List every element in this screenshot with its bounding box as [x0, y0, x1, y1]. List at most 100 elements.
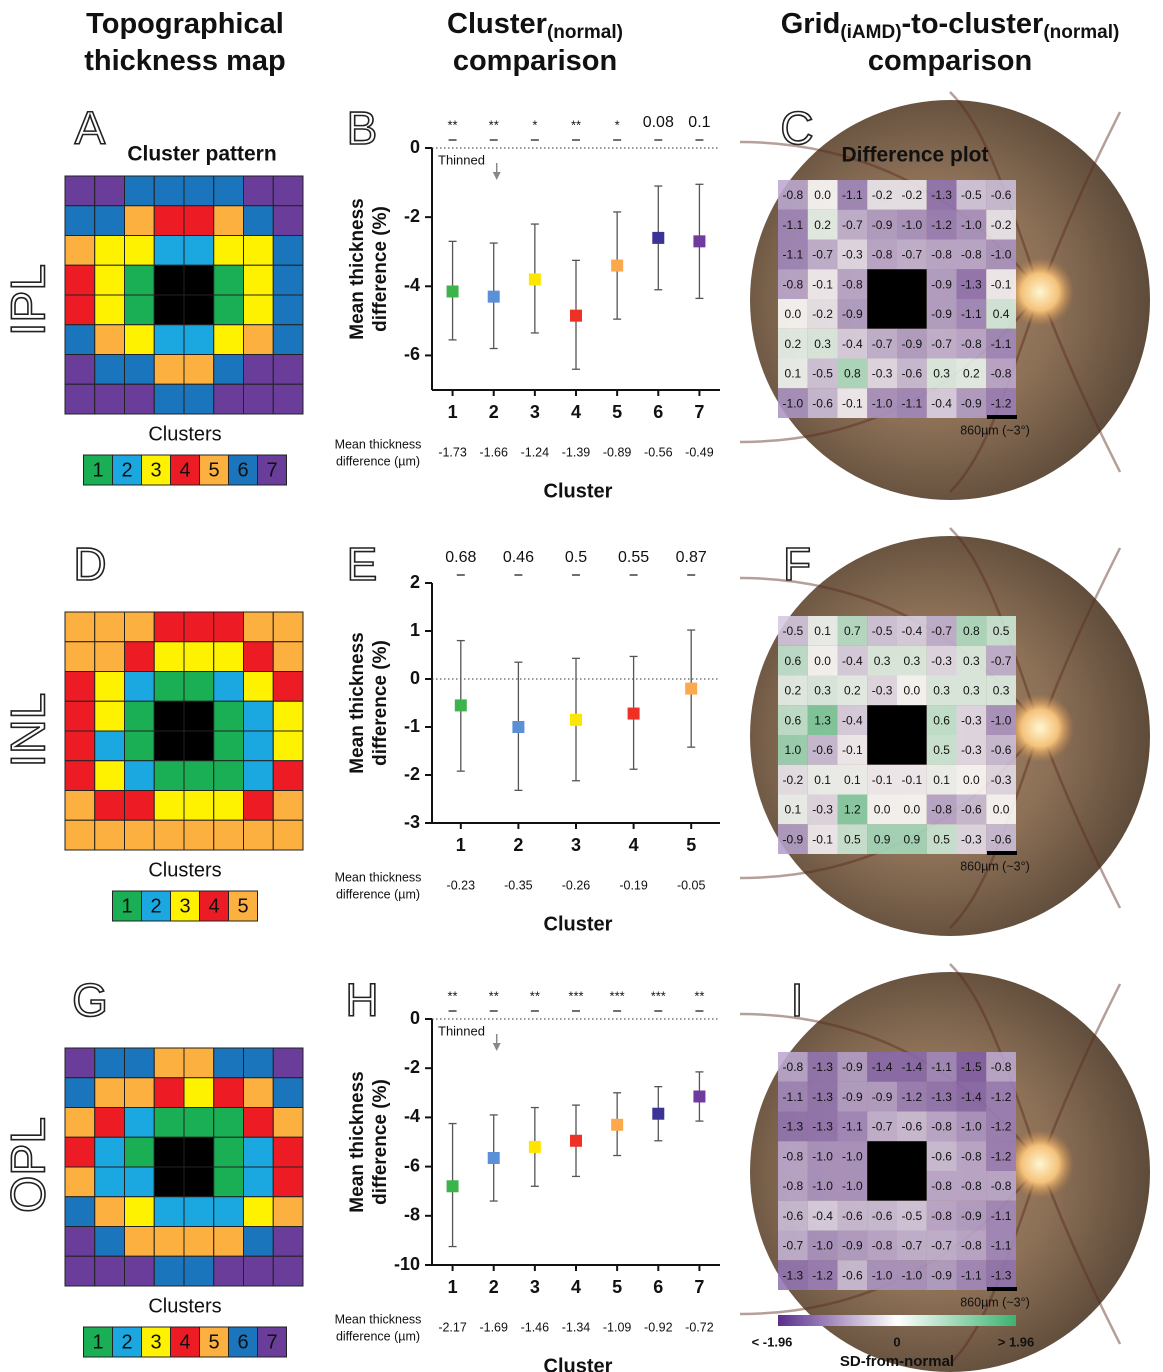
- diff-value: 0.3: [993, 684, 1010, 698]
- y-tick-label: -2: [404, 206, 420, 226]
- cluster-cell: [273, 1137, 303, 1167]
- diff-value: -1.3: [783, 1268, 804, 1282]
- micron-label: difference (µm): [336, 454, 420, 468]
- diff-value: -1.3: [783, 1120, 804, 1134]
- cluster-cell: [214, 176, 244, 206]
- cluster-cell: [214, 355, 244, 385]
- column-title: comparison: [868, 45, 1032, 77]
- y-axis-label: difference (%): [370, 640, 391, 766]
- diff-value: -0.7: [872, 1120, 893, 1134]
- cluster-cell: [214, 325, 244, 355]
- significance-label: 0.55: [618, 549, 649, 566]
- masked-cell: [184, 1167, 214, 1197]
- cluster-cell: [273, 761, 303, 791]
- y-tick-label: 0: [410, 137, 420, 157]
- title-text: Cluster: [447, 8, 547, 40]
- panel-letter: H: [345, 974, 378, 1026]
- legend-label: 1: [92, 1331, 103, 1353]
- micron-value: -0.23: [447, 878, 476, 892]
- panel-letter: D: [73, 538, 106, 590]
- micron-value: -0.19: [619, 878, 648, 892]
- diff-value: -1.4: [902, 1060, 923, 1074]
- y-axis-label: difference (%): [370, 1079, 391, 1205]
- mean-point: [570, 714, 582, 726]
- cluster-cell: [214, 236, 244, 266]
- x-axis-label: Cluster: [544, 913, 613, 935]
- cluster-cell: [125, 761, 155, 791]
- y-tick-label: -4: [404, 275, 420, 295]
- x-tick-label: 6: [653, 1277, 663, 1297]
- diff-value: -0.8: [783, 188, 804, 202]
- diff-value: -0.2: [902, 188, 923, 202]
- cluster-cell: [273, 1167, 303, 1197]
- title-text: -to-cluster: [902, 8, 1044, 40]
- cluster-cell: [273, 384, 303, 414]
- mean-point: [529, 273, 541, 285]
- legend-label: 3: [150, 459, 161, 481]
- cluster-cell: [273, 612, 303, 642]
- diff-value: -0.6: [812, 743, 833, 757]
- panel-letter: G: [72, 974, 108, 1026]
- y-tick-label: -3: [404, 812, 420, 832]
- micron-value: -1.09: [603, 1320, 632, 1334]
- diff-value: -1.2: [812, 1268, 833, 1282]
- diff-value: -0.7: [812, 248, 833, 262]
- diff-value: -1.3: [812, 1120, 833, 1134]
- x-tick-label: 3: [530, 1277, 540, 1297]
- cluster-cell: [214, 642, 244, 672]
- x-tick-label: 5: [686, 835, 696, 855]
- diff-value: -1.0: [812, 1239, 833, 1253]
- diff-value: -0.6: [783, 1209, 804, 1223]
- cluster-cell: [95, 1108, 125, 1138]
- diff-value: -1.0: [961, 1120, 982, 1134]
- row-label: INL: [3, 693, 56, 768]
- masked-cell: [154, 265, 184, 295]
- diff-value: 0.0: [874, 803, 891, 817]
- significance-label: **: [448, 117, 458, 132]
- diff-title: Difference plot: [841, 144, 988, 167]
- masked-cell: [897, 1171, 927, 1201]
- cluster-cell: [273, 672, 303, 702]
- cluster-cell: [125, 612, 155, 642]
- mean-point: [628, 708, 640, 720]
- diff-value: -0.6: [842, 1209, 863, 1223]
- masked-cell: [184, 731, 214, 761]
- diff-value: -0.8: [991, 367, 1012, 381]
- mean-point: [529, 1141, 541, 1153]
- cluster-cell: [184, 761, 214, 791]
- cluster-cell: [125, 265, 155, 295]
- cluster-cell: [214, 265, 244, 295]
- cluster-cell: [65, 236, 95, 266]
- x-axis-label: Cluster: [544, 480, 613, 502]
- y-tick-label: -6: [404, 344, 420, 364]
- cluster-cell: [154, 176, 184, 206]
- y-axis-label: Mean thickness: [347, 1071, 368, 1213]
- cluster-cell: [125, 1227, 155, 1257]
- cluster-cell: [154, 206, 184, 236]
- legend-label: 2: [150, 895, 161, 917]
- micron-label: Mean thickness: [335, 437, 422, 451]
- diff-value: -1.2: [931, 218, 952, 232]
- diff-value: 1.0: [785, 743, 802, 757]
- diff-value: 0.7: [844, 624, 861, 638]
- title-text: comparison: [868, 45, 1032, 77]
- diff-value: -1.2: [991, 1149, 1012, 1163]
- cluster-cell: [273, 701, 303, 731]
- masked-cell: [897, 299, 927, 329]
- y-tick-label: -8: [404, 1205, 420, 1225]
- cluster-cell: [65, 761, 95, 791]
- x-tick-label: 7: [694, 1277, 704, 1297]
- cluster-cell: [184, 206, 214, 236]
- diff-value: -0.3: [931, 654, 952, 668]
- cluster-cell: [95, 355, 125, 385]
- diff-value: -0.8: [991, 1179, 1012, 1193]
- diff-value: 0.5: [993, 624, 1010, 638]
- cluster-cell: [244, 236, 274, 266]
- cluster-cell: [214, 384, 244, 414]
- diff-value: -1.0: [783, 396, 804, 410]
- cluster-cell: [244, 295, 274, 325]
- cluster-cell: [154, 1256, 184, 1286]
- diff-value: -0.7: [872, 337, 893, 351]
- cluster-cell: [154, 791, 184, 821]
- diff-value: -1.3: [991, 1268, 1012, 1282]
